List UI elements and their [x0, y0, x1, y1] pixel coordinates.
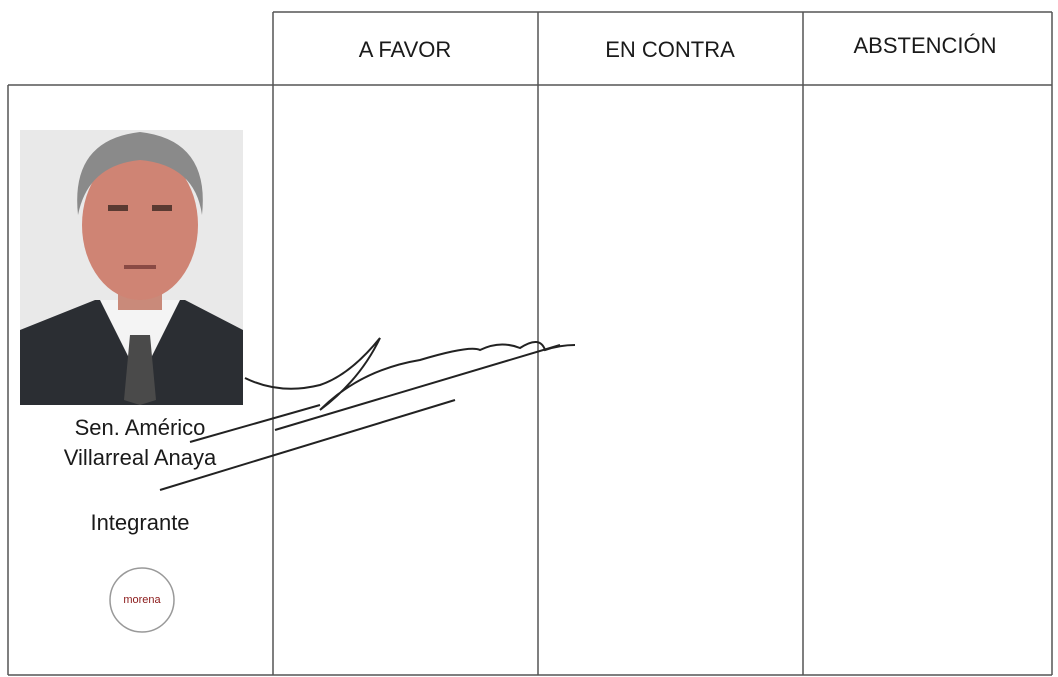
member-name: Villarreal Anaya — [63, 445, 217, 470]
column-header: EN CONTRA — [605, 37, 735, 62]
party-logo — [109, 567, 175, 633]
photo — [20, 130, 243, 405]
party-name: morena — [123, 594, 161, 606]
member-role: Integrante — [90, 510, 190, 535]
signature — [159, 337, 576, 491]
member-name: Sen. Américo — [74, 415, 206, 440]
column-header: ABSTENCIÓN — [853, 33, 997, 58]
column-header: A FAVOR — [358, 37, 452, 62]
